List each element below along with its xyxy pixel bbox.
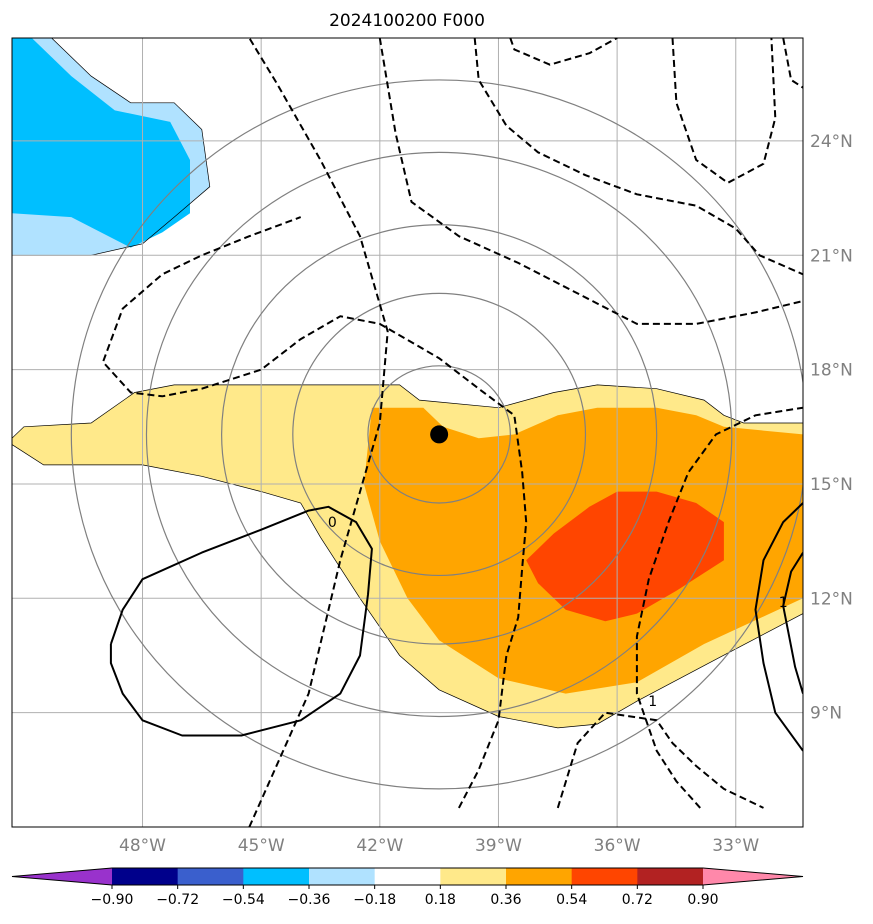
lon-tick-label-5: 33°W [712, 836, 759, 856]
colorbar-label-6: 0.36 [490, 892, 521, 908]
filled-region-1 [12, 38, 190, 248]
graticule-grid [12, 38, 803, 827]
contour-lines [102, 38, 803, 827]
contour-labels: 0 1 1 [328, 515, 788, 710]
plot-frame [11, 37, 804, 828]
colorbar-segment-1 [177, 868, 244, 885]
latitude-labels: 9°N 12°N 15°N 18°N 21°N 24°N [810, 132, 853, 724]
colorbar-segment-8 [637, 868, 704, 885]
colorbar-label-4: −0.18 [353, 892, 396, 908]
contour-line-0 [248, 38, 389, 827]
contour-line-6 [102, 216, 528, 809]
colorbar-segment-7 [571, 868, 638, 885]
filled-region-4 [526, 491, 724, 622]
lat-tick-label-4: 21°N [810, 246, 853, 266]
colorbar-label-2: −0.54 [222, 892, 265, 908]
filled-region-outline-2 [12, 384, 803, 729]
colorbar-segment-4 [374, 868, 441, 885]
colorbar-segment-2 [243, 868, 310, 885]
contour-line-11 [782, 552, 803, 694]
filled-contours [12, 38, 803, 728]
lat-tick-label-3: 18°N [810, 361, 853, 381]
range-ring-0 [367, 365, 511, 504]
storm-center-dot [430, 425, 449, 444]
lon-tick-label-1: 45°W [238, 836, 285, 856]
colorbar-label-3: −0.36 [288, 892, 331, 908]
range-ring-2 [221, 224, 658, 645]
contour-label-0: 0 [328, 515, 337, 531]
lon-tick-label-2: 42°W [356, 836, 403, 856]
contour-line-2 [473, 38, 803, 276]
colorbar-label-8: 0.72 [622, 892, 653, 908]
colorbar-segment-6 [506, 868, 573, 885]
lon-tick-label-0: 48°W [119, 836, 166, 856]
contour-label-2: 1 [648, 694, 657, 710]
colorbar-segment-0 [112, 868, 179, 885]
lat-tick-label-2: 15°N [810, 475, 853, 495]
longitude-labels: 48°W 45°W 42°W 39°W 36°W 33°W [119, 836, 759, 856]
colorbar-label-5: 0.18 [425, 892, 456, 908]
range-ring-4 [70, 79, 803, 790]
range-ring-3 [145, 151, 733, 718]
colorbar-extend-low [12, 868, 112, 885]
range-ring-1 [292, 292, 587, 577]
map-plot-area: 0 1 1 [12, 38, 803, 827]
colorbar-label-7: 0.54 [556, 892, 587, 908]
contour-label-1: 1 [779, 595, 788, 611]
colorbar-label-0: −0.90 [91, 892, 134, 908]
contour-line-10 [754, 502, 803, 752]
contour-line-1 [378, 38, 803, 325]
lon-tick-label-3: 39°W [475, 836, 522, 856]
lat-tick-label-5: 24°N [810, 132, 853, 152]
lat-tick-label-0: 9°N [810, 704, 842, 724]
contour-line-8 [635, 406, 803, 809]
lat-tick-label-1: 12°N [810, 589, 853, 609]
radius-rings [70, 79, 803, 790]
colorbar-segment-3 [309, 868, 376, 885]
contour-line-3 [509, 38, 618, 66]
colorbar-extend-high [703, 868, 803, 885]
contour-line-5 [782, 38, 803, 89]
lon-tick-label-4: 36°W [594, 836, 641, 856]
colorbar: −0.90 −0.72 −0.54 −0.36 −0.18 0.18 0.36 0.54 0.7… [11, 867, 804, 908]
colorbar-segment-5 [440, 868, 507, 885]
chart-title: 2024100200 F000 [329, 11, 485, 31]
colorbar-label-9: 0.90 [687, 892, 718, 908]
storm-center [430, 425, 449, 444]
contour-line-9 [109, 505, 373, 737]
colorbar-label-1: −0.72 [156, 892, 199, 908]
